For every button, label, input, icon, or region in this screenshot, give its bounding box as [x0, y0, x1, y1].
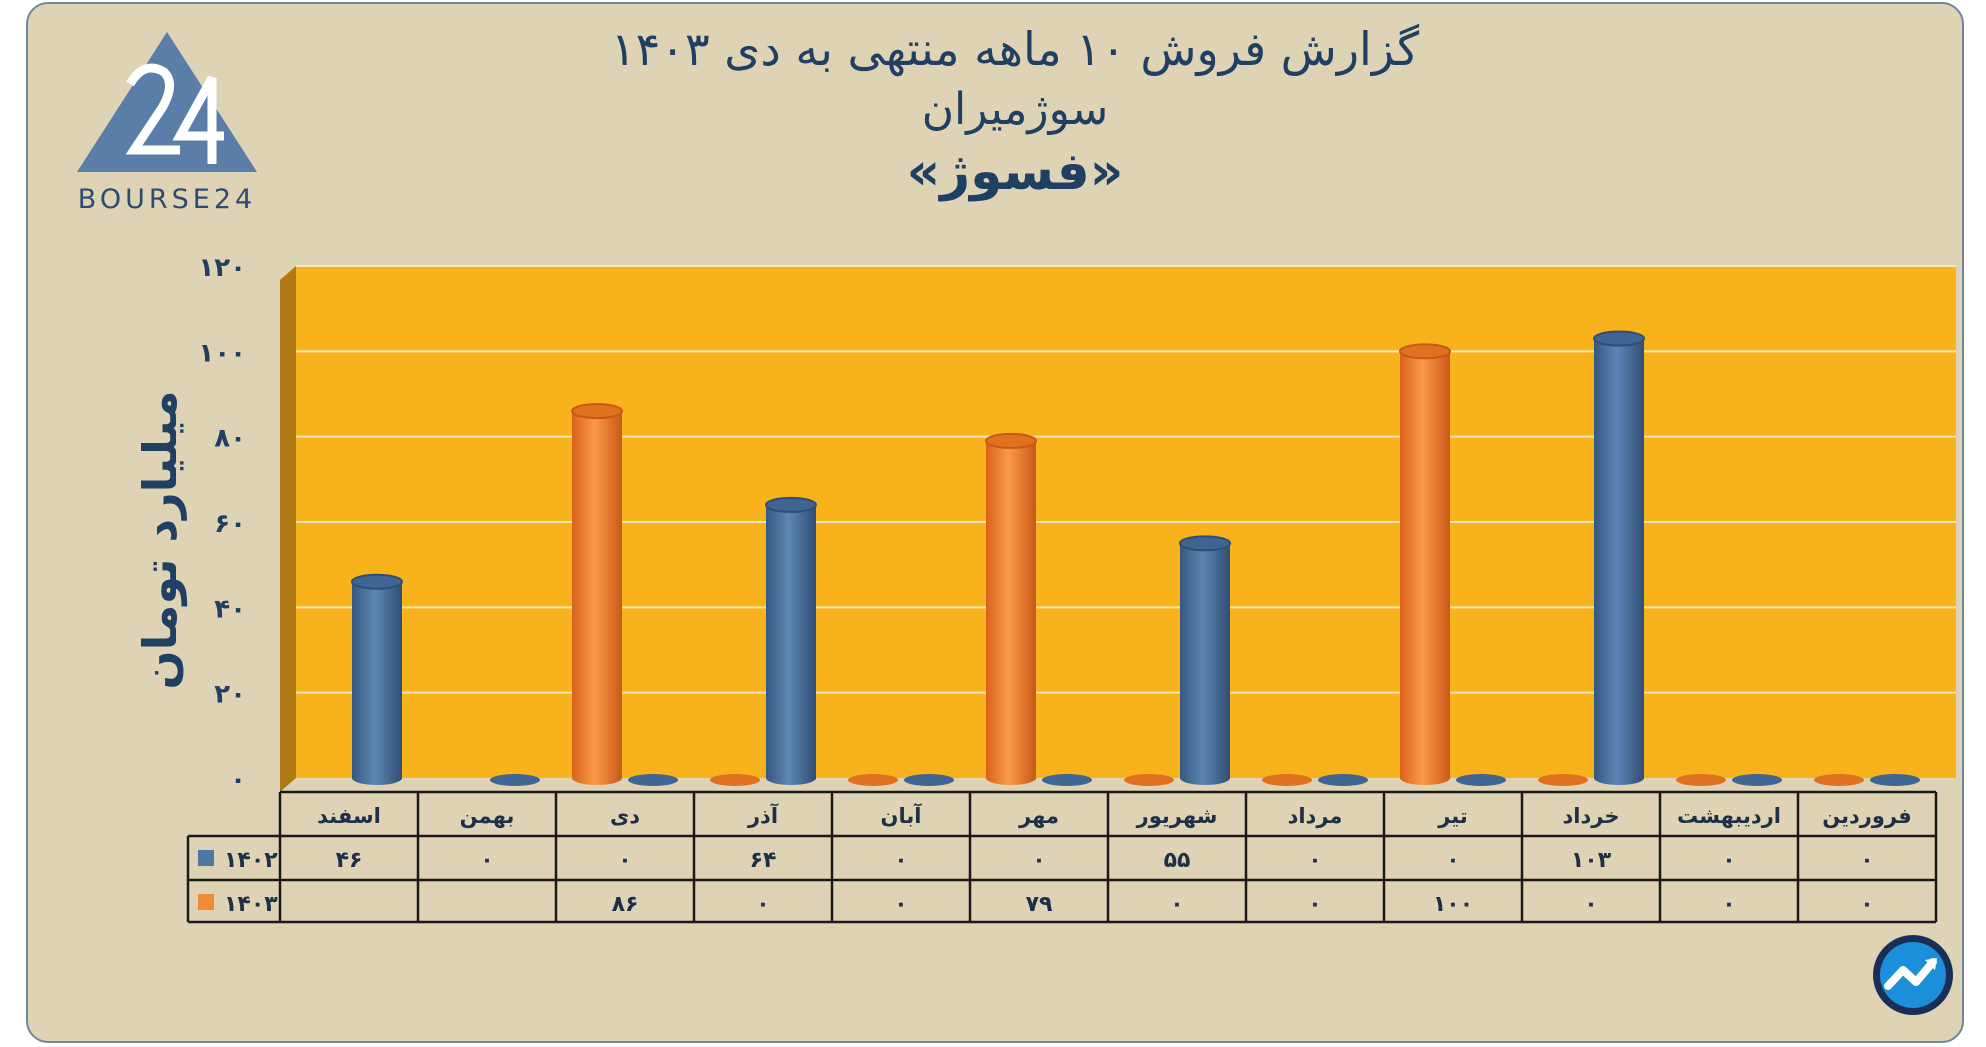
- category-label: مرداد: [1288, 804, 1343, 828]
- bar-zero-۱۴۰۳-آبان: [848, 774, 898, 786]
- bar-۱۴۰۳-دی: [572, 411, 622, 785]
- bar-top: [1399, 343, 1451, 360]
- category-label: بهمن: [460, 804, 515, 828]
- data-label: ۰: [618, 848, 631, 873]
- category-label: تیر: [1437, 804, 1468, 828]
- data-label: ۸۶: [612, 892, 639, 917]
- data-label: ۰: [1308, 892, 1321, 917]
- bar-zero-۱۴۰۳-خرداد: [1538, 774, 1588, 786]
- data-label: ۰: [1860, 892, 1873, 917]
- bar-۱۴۰۲-آذر: [766, 504, 816, 785]
- bar-zero-۱۴۰۳-فروردین: [1814, 774, 1864, 786]
- bars: [351, 330, 1920, 786]
- category-label: اردیبهشت: [1677, 804, 1781, 828]
- data-label: ۰: [1860, 848, 1873, 873]
- data-label: ۷۹: [1026, 892, 1053, 917]
- bar-top: [1179, 535, 1231, 552]
- bar-zero-۱۴۰۲-فروردین: [1870, 774, 1920, 786]
- bar-zero-۱۴۰۳-آذر: [710, 774, 760, 786]
- data-label: ۴۶: [336, 848, 363, 873]
- bar-zero-۱۴۰۲-تیر: [1456, 774, 1506, 786]
- bar-۱۴۰۳-تیر: [1400, 351, 1450, 785]
- bar-zero-۱۴۰۳-شهریور: [1124, 774, 1174, 786]
- legend-label-۱۴۰۳: ۱۴۰۳: [224, 892, 278, 917]
- y-tick-label: ۸۰: [214, 424, 246, 454]
- bar-۱۴۰۳-مهر: [986, 440, 1036, 785]
- data-label: ۰: [1308, 848, 1321, 873]
- y-tick-label: ۲۰: [214, 680, 246, 710]
- y-axis-ticks: ۰ ۲۰ ۴۰ ۶۰ ۸۰ ۱۰۰ ۱۲۰: [198, 253, 246, 795]
- bar-zero-۱۴۰۲-مرداد: [1318, 774, 1368, 786]
- legend-swatch-۱۴۰۳: [198, 894, 214, 910]
- company-name: سوژمیران: [921, 84, 1109, 135]
- bar-۱۴۰۲-شهریور: [1180, 543, 1230, 785]
- data-label: ۰: [894, 892, 907, 917]
- y-tick-label: ۶۰: [214, 509, 246, 539]
- data-label: ۰: [480, 848, 493, 873]
- category-label: مهر: [1018, 804, 1059, 828]
- category-label: آذر: [747, 803, 779, 828]
- y-tick-label: ۰: [230, 765, 246, 795]
- category-label: دی: [610, 804, 640, 828]
- data-table: فروردین اردیبهشت خرداد تیر مرداد شهریور مهر آبا…: [186, 790, 1938, 924]
- bar-zero-۱۴۰۳-اردیبهشت: [1676, 774, 1726, 786]
- data-label: ۰: [1722, 848, 1735, 873]
- ticker-symbol: «فسوژ»: [906, 142, 1124, 202]
- bar-zero-۱۴۰۲-بهمن: [490, 774, 540, 786]
- legend-swatch-۱۴۰۲: [198, 850, 214, 866]
- category-label: اسفند: [317, 804, 381, 828]
- trend-arrow-icon: [1873, 935, 1953, 1015]
- bar-top: [985, 432, 1037, 449]
- brand-text: BOURSE24: [77, 184, 257, 215]
- data-label: ۱۰۳: [1571, 848, 1612, 873]
- category-label: خرداد: [1563, 804, 1620, 828]
- data-label: ۰: [894, 848, 907, 873]
- bar-top: [1593, 330, 1645, 347]
- bar-zero-۱۴۰۳-مرداد: [1262, 774, 1312, 786]
- data-label: ۰: [1446, 848, 1459, 873]
- bar-zero-۱۴۰۲-آبان: [904, 774, 954, 786]
- bar-۱۴۰۲-اسفند: [352, 581, 402, 785]
- bourse24-logo-icon: [77, 32, 257, 172]
- category-label: فروردین: [1822, 804, 1912, 828]
- data-label: ۰: [1722, 892, 1735, 917]
- bar-top: [765, 496, 817, 513]
- data-label: ۱۰۰: [1433, 892, 1473, 917]
- bar-zero-۱۴۰۲-دی: [628, 774, 678, 786]
- category-label: شهریور: [1136, 804, 1218, 828]
- data-label: ۰: [1170, 892, 1183, 917]
- legend-label-۱۴۰۲: ۱۴۰۲: [224, 848, 278, 873]
- plot-side-wall: [280, 266, 296, 792]
- data-label: ۶۴: [750, 848, 777, 873]
- data-label: ۰: [756, 892, 769, 917]
- category-label: آبان: [881, 803, 923, 828]
- y-tick-label: ۱۲۰: [198, 253, 246, 283]
- y-tick-label: ۱۰۰: [198, 338, 246, 368]
- bar-zero-۱۴۰۲-مهر: [1042, 774, 1092, 786]
- bar-zero-۱۴۰۲-اردیبهشت: [1732, 774, 1782, 786]
- bar-top: [351, 573, 403, 590]
- data-label: ۰: [1032, 848, 1045, 873]
- chart-title: گزارش فروش ۱۰ ماهه منتهی به دی ۱۴۰۳: [610, 22, 1420, 76]
- bar-۱۴۰۲-خرداد: [1594, 338, 1644, 785]
- bar-top: [571, 403, 623, 420]
- data-label: ۰: [1584, 892, 1597, 917]
- data-label: ۵۵: [1164, 848, 1191, 873]
- y-tick-label: ۴۰: [214, 594, 246, 624]
